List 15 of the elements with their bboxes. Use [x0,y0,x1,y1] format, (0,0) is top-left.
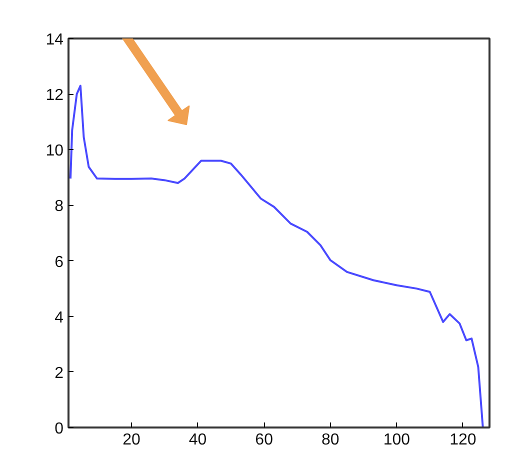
y-tick-label: 0 [54,420,64,438]
y-tick-label: 14 [46,32,64,48]
y-tick-label: 2 [54,364,64,382]
y-tick-label: 12 [46,87,64,104]
y-tick-label: 10 [46,142,64,160]
y-tick-label: 4 [54,309,64,326]
y-tick-label: 6 [54,254,64,271]
x-tick-label: 40 [188,432,207,448]
line-series [69,84,484,428]
x-tick-label: 20 [122,432,140,448]
x-tick-label: 100 [383,432,410,448]
x-tick-label: 120 [450,432,476,448]
x-tick-label: 80 [321,432,340,448]
x-tick-label: 60 [255,432,274,448]
y-tick-label: 8 [54,198,64,216]
